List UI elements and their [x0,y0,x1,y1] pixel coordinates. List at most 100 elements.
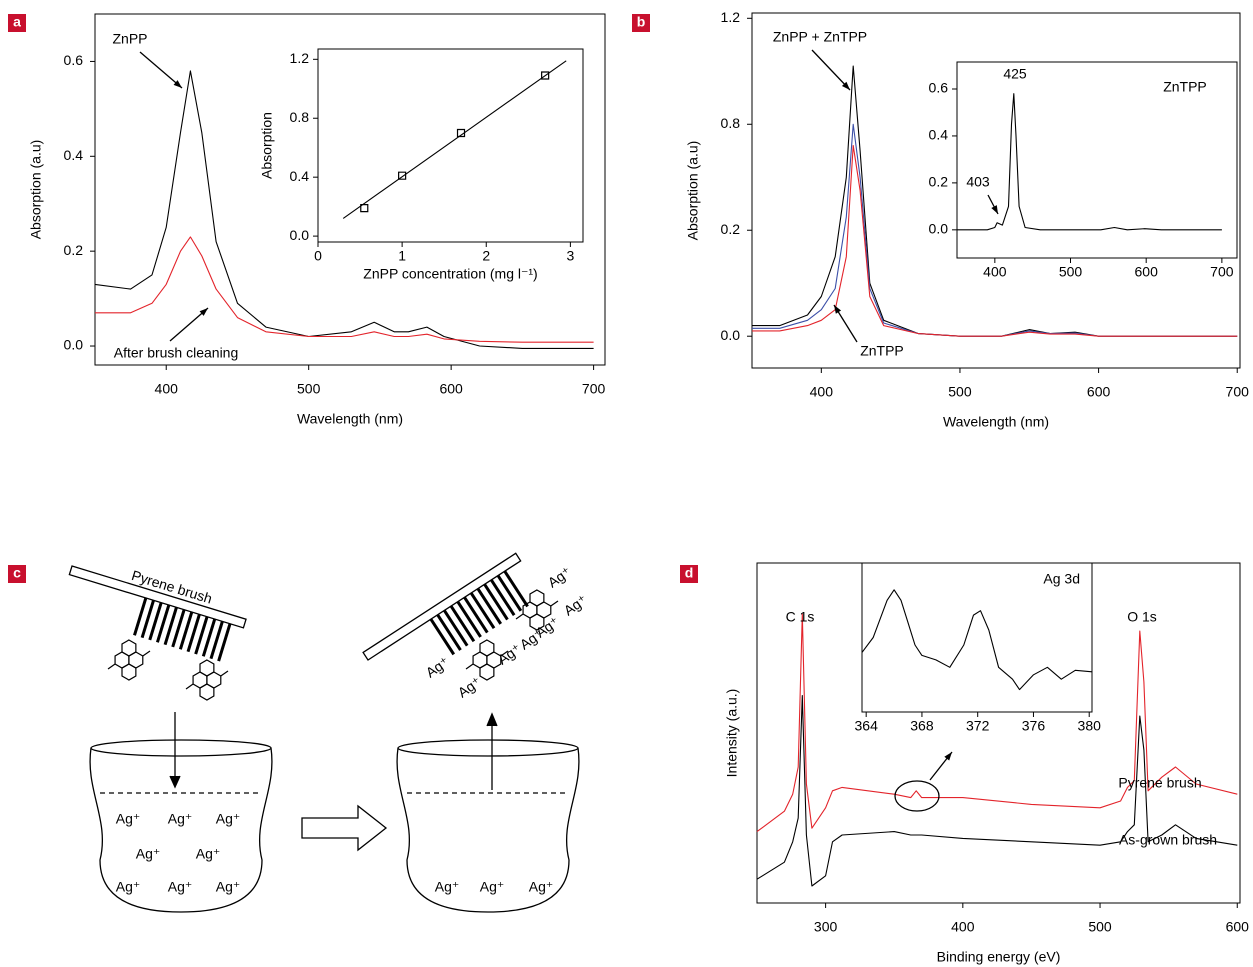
ion-label: Ag⁺ [136,846,161,862]
annotation: ZnPP + ZnTPP [773,29,867,45]
x-tick-label: 500 [948,384,972,400]
x-axis-label: Wavelength (nm) [297,411,403,427]
y-tick-label: 0.0 [721,327,741,343]
y-tick-label: 0.0 [290,227,310,243]
process-arrow [302,806,386,850]
data-line [862,590,1092,690]
arrow-head [834,305,842,314]
arrow-head [199,308,208,316]
data-line [752,124,1237,336]
data-point [361,205,368,212]
ion-label: Ag⁺ [116,811,141,827]
data-point [399,172,406,179]
data-point [542,72,549,79]
y-tick-label: 0.8 [290,109,310,125]
annotation: 425 [1003,66,1027,82]
plot-frame [957,62,1237,258]
annotation: ZnPP [112,31,147,47]
y-tick-label: 0.4 [64,147,84,163]
plot-frame [862,563,1092,712]
ion-label: Ag⁺ [168,879,193,895]
data-line [95,71,594,349]
y-tick-label: 0.4 [290,168,310,184]
brush [363,553,543,695]
ion-labels: Ag⁺ Ag⁺ Ag⁺Ag⁺ Ag⁺Ag⁺ Ag⁺ Ag⁺ Ag⁺ Ag⁺ Ag⁺Ag⁺Ag⁺A… [116,563,590,894]
panel-badge [632,14,650,32]
annotation-arrow [812,50,850,90]
ion-label: Ag⁺ [216,879,241,895]
y-tick-label: 1.2 [721,9,741,25]
y-tick-label: 0.0 [929,221,949,237]
x-tick-label: 372 [966,718,990,734]
x-tick-label: 376 [1022,718,1046,734]
x-tick-label: 300 [814,919,838,935]
annotation: Pyrene brush [1118,775,1201,791]
data-line [95,237,594,342]
x-tick-label: 500 [1059,264,1083,280]
ion-label: Ag⁺ [116,879,141,895]
beaker [397,748,579,912]
x-axis-label: Wavelength (nm) [943,414,1049,430]
panel-badge [8,565,26,583]
panel-label: d [685,565,694,581]
x-tick-label: 700 [1226,384,1250,400]
y-tick-label: 0.6 [929,80,949,96]
arrow-head [991,205,998,214]
annotation: After brush cleaning [114,345,239,361]
annotation: O 1s [1127,609,1157,625]
brush: Pyrene brush [58,549,251,665]
x-tick-label: 400 [155,381,179,397]
x-tick-label: 500 [1088,919,1112,935]
ion-label: Ag⁺ [455,673,484,700]
arrow-head [944,752,952,761]
x-tick-label: 700 [1210,264,1234,280]
annotation: C 1s [786,609,815,625]
ion-label: Ag⁺ [435,879,460,895]
arrow-head [841,81,850,90]
highlight-circle [895,781,939,811]
x-tick-label: 364 [855,718,879,734]
x-axis-label: Binding energy (eV) [937,949,1061,965]
x-axis-label: ZnPP concentration (mg l⁻¹) [363,266,537,282]
arrow-head [173,80,182,88]
y-tick-label: 1.2 [290,50,310,66]
annotation: As-grown brush [1119,832,1217,848]
x-tick-label: 400 [951,919,975,935]
x-tick-label: 600 [1135,264,1159,280]
ion-label: Ag⁺ [529,879,554,895]
panel-label: b [637,14,646,30]
y-tick-label: 0.6 [64,52,84,68]
y-tick-label: 0.2 [64,242,84,258]
x-tick-label: 3 [566,248,574,264]
panel-badge [680,565,698,583]
panel-label: a [13,14,21,30]
ion-label: Ag⁺ [561,591,590,618]
y-axis-label: Absorption (a.u) [28,140,44,240]
diagram: c Pyrene brush [8,549,579,912]
ion-label: Ag⁺ [545,563,574,590]
x-tick-label: 368 [910,718,934,734]
annotation: ZnTPP [1163,79,1207,95]
ion-label: Ag⁺ [196,846,221,862]
data-line [957,94,1222,230]
panel-label: c [13,565,21,581]
x-tick-label: 2 [482,248,490,264]
annotation: ZnTPP [860,343,904,359]
y-tick-label: 0.0 [64,337,84,353]
x-tick-label: 600 [439,381,463,397]
panel-badge [8,14,26,32]
y-tick-label: 0.2 [721,221,741,237]
x-tick-label: 380 [1078,718,1102,734]
x-tick-label: 0 [314,248,322,264]
data-line [343,61,566,219]
ion-label: Ag⁺ [423,653,452,680]
x-tick-label: 700 [582,381,606,397]
data-line [752,146,1237,337]
inset-title: Ag 3d [1043,571,1080,587]
x-tick-label: 400 [983,264,1007,280]
y-tick-label: 0.2 [929,174,949,190]
data-line [757,696,1237,886]
ion-label: Ag⁺ [168,811,193,827]
